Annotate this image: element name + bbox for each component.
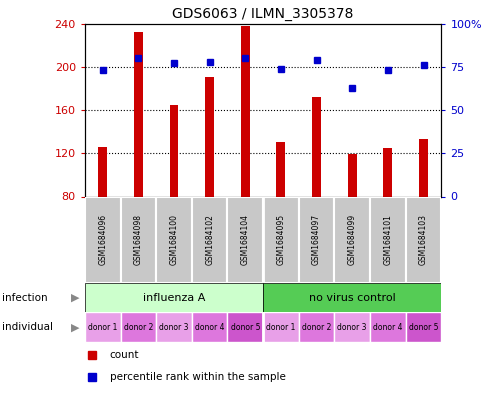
Text: GSM1684103: GSM1684103 (418, 214, 427, 265)
Text: GSM1684098: GSM1684098 (134, 214, 143, 265)
Text: donor 4: donor 4 (372, 323, 402, 332)
Bar (276, 142, 285, 196)
Bar (347, 154, 356, 196)
Bar (85, 283, 262, 312)
Bar (85, 312, 120, 342)
Bar (85, 196, 120, 283)
Bar (298, 312, 334, 342)
Text: GSM1684096: GSM1684096 (98, 214, 107, 265)
Text: GSM1684099: GSM1684099 (347, 214, 356, 265)
Text: influenza A: influenza A (142, 293, 205, 303)
Bar (169, 105, 178, 196)
Text: infection: infection (2, 293, 48, 303)
Text: donor 3: donor 3 (159, 323, 188, 332)
Text: donor 2: donor 2 (123, 323, 153, 332)
Bar (227, 196, 262, 283)
Text: donor 5: donor 5 (408, 323, 438, 332)
Text: percentile rank within the sample: percentile rank within the sample (109, 372, 285, 382)
Bar (383, 148, 392, 196)
Text: count: count (109, 350, 139, 360)
Text: donor 5: donor 5 (230, 323, 259, 332)
Text: GSM1684095: GSM1684095 (276, 214, 285, 265)
Bar (191, 196, 227, 283)
Bar (405, 312, 440, 342)
Bar (120, 312, 156, 342)
Bar (134, 32, 142, 196)
Bar (418, 139, 427, 196)
Bar (227, 312, 262, 342)
Bar (191, 312, 227, 342)
Bar (120, 196, 156, 283)
Text: individual: individual (2, 322, 53, 332)
Title: GDS6063 / ILMN_3305378: GDS6063 / ILMN_3305378 (172, 7, 353, 21)
Bar (262, 283, 440, 312)
Bar (156, 196, 192, 283)
Text: no virus control: no virus control (308, 293, 395, 303)
Bar (369, 196, 405, 283)
Bar (205, 77, 213, 196)
Bar (98, 147, 107, 196)
Bar (156, 312, 192, 342)
Text: GSM1684100: GSM1684100 (169, 214, 178, 265)
Bar (241, 26, 249, 196)
Bar (312, 97, 320, 196)
Text: ▶: ▶ (71, 293, 79, 303)
Bar (298, 196, 334, 283)
Bar (405, 196, 440, 283)
Text: GSM1684101: GSM1684101 (382, 214, 392, 265)
Text: GSM1684104: GSM1684104 (240, 214, 249, 265)
Bar (333, 312, 369, 342)
Text: GSM1684102: GSM1684102 (205, 214, 214, 265)
Bar (262, 312, 298, 342)
Text: GSM1684097: GSM1684097 (311, 214, 320, 265)
Text: ▶: ▶ (71, 322, 79, 332)
Text: donor 3: donor 3 (337, 323, 366, 332)
Text: donor 4: donor 4 (195, 323, 224, 332)
Bar (333, 196, 369, 283)
Text: donor 1: donor 1 (266, 323, 295, 332)
Bar (262, 196, 298, 283)
Bar (369, 312, 405, 342)
Text: donor 1: donor 1 (88, 323, 117, 332)
Text: donor 2: donor 2 (301, 323, 331, 332)
